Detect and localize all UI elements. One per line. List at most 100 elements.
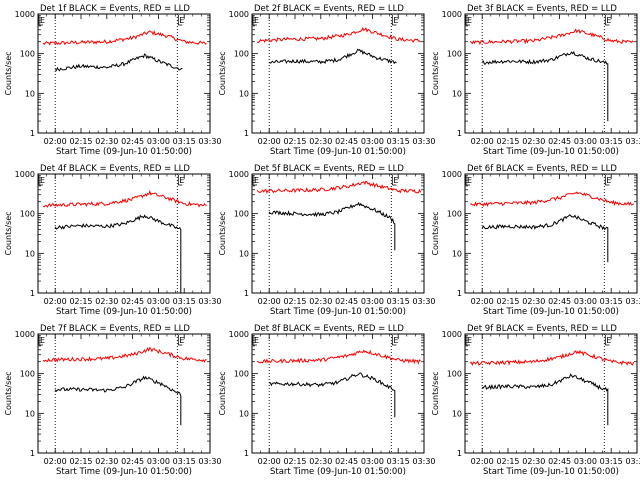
x-axis-label: Start Time (09-Jun-10 01:50:00) — [270, 467, 406, 477]
event-marker-end: E — [179, 336, 184, 345]
y-tick-label: 100 — [447, 50, 462, 59]
y-axis-label: Counts/sec — [431, 51, 440, 95]
plot-frame — [464, 333, 638, 454]
x-tick-label: 02:15 — [69, 457, 92, 466]
x-tick-label: 02:45 — [121, 457, 144, 466]
x-tick-label: 02:00 — [44, 457, 67, 466]
x-tick-label: 02:45 — [121, 297, 144, 306]
x-axis-label: Start Time (09-Jun-10 01:50:00) — [56, 307, 192, 317]
x-tick-label: 03:30 — [198, 137, 221, 146]
panel-title: Det 7f BLACK = Events, RED = LLD — [40, 324, 190, 334]
plot-frame — [37, 333, 211, 454]
x-tick-label: 02:00 — [44, 297, 67, 306]
panel-title: Det 1f BLACK = Events, RED = LLD — [40, 4, 190, 14]
y-tick-label: 1000 — [15, 330, 35, 339]
y-tick-label: 1 — [457, 289, 462, 298]
plot-frame — [464, 173, 638, 294]
x-tick-label: 03:00 — [574, 297, 597, 306]
panel-title: Det 9f BLACK = Events, RED = LLD — [467, 324, 617, 334]
x-tick-label: 03:00 — [147, 457, 170, 466]
events-series-line — [481, 214, 609, 263]
x-tick-label: 02:45 — [548, 457, 571, 466]
x-tick-label: 02:00 — [44, 137, 67, 146]
panel-title: Det 8f BLACK = Events, RED = LLD — [254, 324, 404, 334]
y-tick-label: 10 — [25, 89, 35, 98]
event-marker-start: E — [467, 336, 472, 345]
x-tick-label: 02:00 — [258, 457, 281, 466]
y-axis-label: Counts/sec — [218, 211, 227, 255]
lld-series-line — [469, 349, 635, 367]
y-tick-label: 100 — [234, 210, 249, 219]
plot-frame — [37, 173, 211, 294]
events-series-line — [54, 214, 182, 293]
x-tick-label: 02:30 — [522, 297, 545, 306]
y-tick-label: 100 — [234, 370, 249, 379]
x-tick-label: 03:30 — [198, 457, 221, 466]
x-tick-label: 02:30 — [309, 297, 332, 306]
y-tick-label: 100 — [447, 370, 462, 379]
x-tick-label: 03:15 — [173, 137, 196, 146]
x-tick-label: 02:45 — [335, 137, 358, 146]
y-tick-label: 10 — [239, 249, 249, 258]
event-marker-start: E — [467, 16, 472, 25]
x-tick-label: 02:15 — [69, 297, 92, 306]
event-marker-start: E — [254, 176, 259, 185]
event-marker-end: E — [393, 176, 398, 185]
x-tick-label: 02:30 — [95, 297, 118, 306]
y-tick-label: 100 — [447, 210, 462, 219]
x-axis-label: Start Time (09-Jun-10 01:50:00) — [56, 467, 192, 477]
x-axis-label: Start Time (09-Jun-10 01:50:00) — [483, 147, 619, 157]
x-tick-label: 02:45 — [335, 457, 358, 466]
x-tick-label: 02:45 — [548, 297, 571, 306]
lld-series-line — [43, 190, 207, 208]
event-marker-end: E — [393, 336, 398, 345]
x-tick-label: 03:00 — [147, 137, 170, 146]
x-tick-label: 02:30 — [95, 137, 118, 146]
lld-series-line — [470, 191, 634, 208]
lld-series-line — [256, 26, 421, 44]
panel-title: Det 2f BLACK = Events, RED = LLD — [254, 4, 404, 14]
panel-title: Det 4f BLACK = Events, RED = LLD — [40, 164, 190, 174]
y-axis-label: Counts/sec — [4, 51, 13, 95]
x-tick-label: 03:00 — [361, 457, 384, 466]
x-tick-label: 03:30 — [412, 457, 435, 466]
y-tick-label: 1 — [244, 129, 249, 138]
x-tick-label: 02:15 — [283, 137, 306, 146]
y-tick-label: 1 — [30, 129, 35, 138]
y-tick-label: 100 — [20, 50, 35, 59]
x-tick-label: 03:15 — [600, 457, 623, 466]
event-marker-end: E — [606, 336, 611, 345]
panel-det-5: Det 5f BLACK = Events, RED = LLD 1 10 100 10… — [218, 164, 436, 317]
panel-det-2: Det 2f BLACK = Events, RED = LLD 1 10 100 10… — [218, 4, 436, 157]
x-axis-label: Start Time (09-Jun-10 01:50:00) — [483, 467, 619, 477]
x-tick-label: 03:30 — [198, 297, 221, 306]
plot-frame — [464, 13, 638, 134]
y-tick-label: 1 — [457, 129, 462, 138]
y-tick-label: 1 — [244, 449, 249, 458]
y-tick-label: 1 — [30, 449, 35, 458]
x-tick-label: 03:15 — [387, 297, 410, 306]
lld-series-line — [469, 28, 634, 46]
event-marker-end: E — [606, 16, 611, 25]
x-tick-label: 03:30 — [625, 457, 640, 466]
plot-frame — [251, 13, 425, 134]
event-marker-start: E — [467, 176, 472, 185]
y-tick-label: 1000 — [15, 170, 35, 179]
event-marker-start: E — [40, 16, 45, 25]
x-tick-label: 02:15 — [496, 297, 519, 306]
panel-det-6: Det 6f BLACK = Events, RED = LLD 1 10 100 10… — [431, 164, 640, 317]
y-tick-label: 1000 — [15, 10, 35, 19]
panel-det-7: Det 7f BLACK = Events, RED = LLD 1 10 100 10… — [4, 324, 222, 477]
x-tick-label: 03:00 — [147, 297, 170, 306]
y-tick-label: 10 — [25, 409, 35, 418]
events-series-line — [268, 48, 397, 65]
y-tick-label: 1000 — [229, 10, 249, 19]
x-tick-label: 02:00 — [258, 297, 281, 306]
x-axis-label: Start Time (09-Jun-10 01:50:00) — [483, 307, 619, 317]
x-tick-label: 02:15 — [283, 297, 306, 306]
x-tick-label: 02:45 — [121, 137, 144, 146]
y-tick-label: 1 — [30, 289, 35, 298]
y-tick-label: 1000 — [442, 330, 462, 339]
panel-det-1: Det 1f BLACK = Events, RED = LLD 1 10 100 10… — [4, 4, 222, 157]
